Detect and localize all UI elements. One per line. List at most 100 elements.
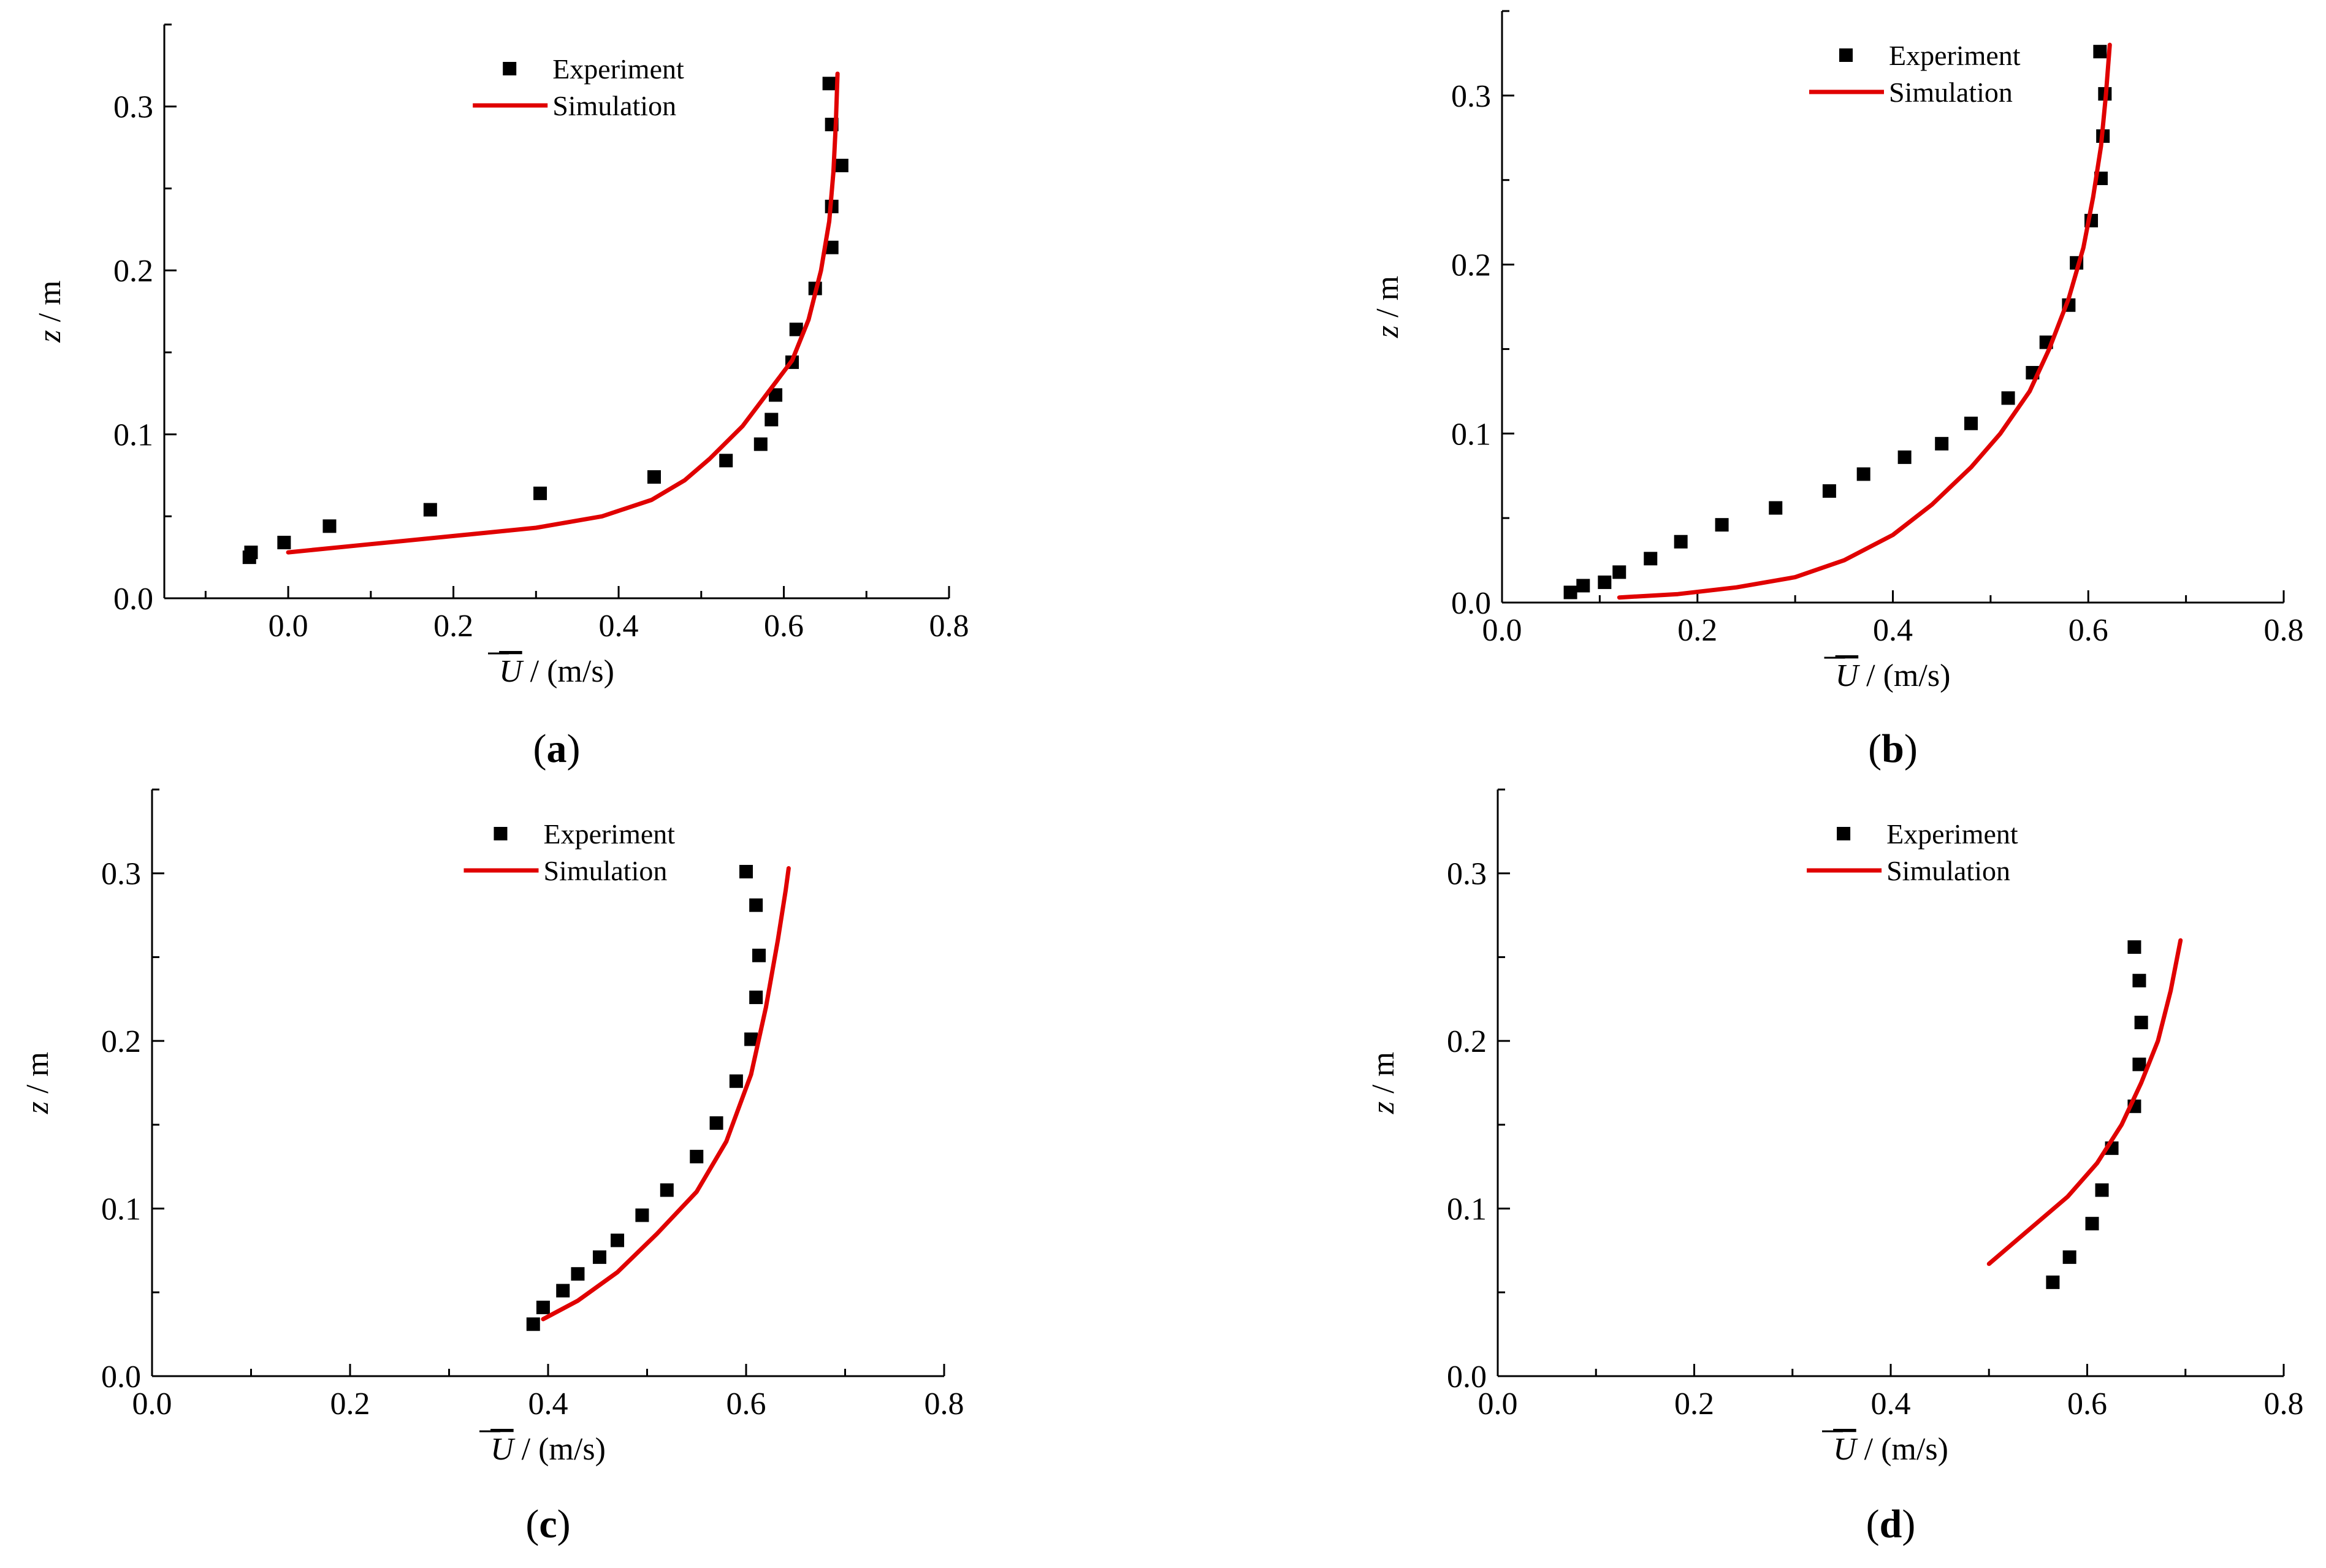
x-axis-variable: U	[499, 654, 524, 689]
experiment-point	[571, 1267, 585, 1281]
experiment-point	[739, 864, 753, 878]
experiment-point	[2001, 391, 2015, 405]
chart-panel-c: 0.0 0.2 0.4 0.6 0.8 0.0 0.1 0.2 0.3 U / (m/s) z / …	[20, 788, 964, 1547]
experiment-point	[752, 948, 766, 962]
y-tick-label: 0.0	[1447, 1360, 1487, 1395]
experiment-point	[2062, 1250, 2076, 1264]
experiment-point	[1612, 565, 1626, 579]
x-axis-variable: U	[490, 1432, 516, 1467]
legend-simulation-label: Simulation	[1886, 855, 2010, 886]
x-tick-label: 0.8	[929, 609, 969, 644]
experiment-point	[2095, 1183, 2109, 1197]
panel-letter: d	[1880, 1502, 1902, 1547]
y-tick-label: 0.3	[1451, 79, 1491, 114]
experiment-point	[1576, 579, 1590, 593]
x-tick-label: 0.0	[1482, 613, 1522, 648]
x-axis-unit: / (m/s)	[1856, 1432, 1948, 1467]
panel-label: (c)	[525, 1502, 570, 1547]
y-tick-label: 0.2	[1451, 248, 1491, 283]
x-axis-title: U / (m/s)	[499, 654, 614, 689]
experiment-point	[1715, 518, 1729, 532]
experiment-point	[647, 470, 661, 484]
experiment-point	[822, 77, 836, 91]
panel-letter: c	[539, 1502, 557, 1547]
panel-letter: b	[1882, 726, 1904, 771]
legend-experiment-label: Experiment	[552, 53, 684, 85]
legend: Experiment Simulation	[463, 818, 675, 886]
experiment-point	[1822, 484, 1836, 498]
experiment-point	[526, 1317, 540, 1331]
experiment-point	[719, 454, 733, 468]
x-tick-label: 0.0	[1478, 1387, 1518, 1421]
experiment-point	[765, 413, 779, 427]
experiment-point	[635, 1208, 649, 1222]
experiment-point	[660, 1183, 674, 1197]
simulation-line	[1617, 42, 2112, 600]
y-tick-label: 0.3	[113, 90, 153, 125]
y-tick-label: 0.1	[1451, 417, 1491, 452]
x-tick-label: 0.2	[1674, 1387, 1714, 1421]
experiment-point	[2046, 1275, 2060, 1289]
y-axis-title: z / m	[32, 280, 67, 343]
experiment-point	[1674, 535, 1688, 549]
experiment-point	[2132, 1057, 2146, 1071]
x-tick-label: 0.4	[1871, 1387, 1911, 1421]
experiment-point	[1856, 467, 1870, 481]
x-tick-label: 0.8	[2264, 613, 2304, 648]
chart-panel-a: 0.0 0.2 0.4 0.6 0.8 0.0 0.1 0.2 0.3 U / (m/s) z / …	[32, 23, 969, 771]
x-tick-label: 0.6	[764, 609, 804, 644]
y-axis-variable: z	[1370, 325, 1405, 338]
y-tick-label: 0.0	[113, 582, 153, 617]
panel-label: (d)	[1866, 1502, 1916, 1547]
x-tick-label: 0.0	[132, 1387, 172, 1421]
experiment-point	[244, 546, 258, 560]
x-axis-unit: / (m/s)	[522, 654, 614, 689]
experiment-point	[1897, 450, 1912, 464]
x-tick-label: 0.0	[269, 609, 308, 644]
legend-simulation-label: Simulation	[1889, 77, 2013, 108]
experiment-point	[1935, 436, 1949, 451]
chart-panel-d: 0.0 0.2 0.4 0.6 0.8 0.0 0.1 0.2 0.3 U / (m/s) z / …	[1366, 788, 2304, 1547]
x-tick-label: 0.2	[1677, 613, 1717, 648]
x-axis-title: U / (m/s)	[490, 1432, 606, 1467]
x-tick-label: 0.6	[2069, 613, 2108, 648]
experiment-point	[423, 503, 437, 517]
experiment-point	[709, 1116, 723, 1130]
x-axis-variable: U	[1836, 658, 1861, 693]
experiment-point	[1964, 416, 1978, 430]
y-axis-unit: / m	[32, 280, 67, 330]
x-tick-label: 0.6	[726, 1387, 766, 1421]
legend-experiment-marker	[1839, 48, 1853, 62]
experiment-point	[2093, 45, 2107, 59]
experiment-point	[769, 388, 783, 402]
x-tick-label: 0.4	[599, 609, 639, 644]
experiment-point	[789, 322, 803, 337]
experiment-point	[277, 536, 291, 550]
legend-simulation-label: Simulation	[552, 90, 676, 121]
y-axis-variable: z	[20, 1102, 55, 1114]
panel-label: (a)	[533, 726, 581, 771]
y-tick-label: 0.1	[113, 418, 153, 453]
experiment-point	[533, 486, 547, 500]
y-tick-label: 0.1	[101, 1192, 141, 1227]
x-axis-title: U / (m/s)	[1836, 658, 1951, 693]
experiment-point	[2134, 1016, 2148, 1030]
legend: Experiment Simulation	[1809, 40, 2021, 108]
simulation-line	[541, 866, 791, 1322]
y-axis-unit: / m	[20, 1052, 55, 1102]
experiment-point	[749, 898, 763, 912]
y-tick-label: 0.0	[101, 1360, 141, 1395]
experiment-point	[753, 437, 768, 451]
x-tick-label: 0.4	[528, 1387, 568, 1421]
x-axis-unit: / (m/s)	[1858, 658, 1950, 693]
experiment-point	[1644, 552, 1658, 566]
y-tick-label: 0.0	[1451, 586, 1491, 621]
experiment-point	[556, 1284, 570, 1298]
y-axis-unit: / m	[1366, 1052, 1401, 1102]
experiment-point	[536, 1300, 550, 1314]
panel-label: (b)	[1868, 726, 1918, 771]
x-tick-label: 0.6	[2067, 1387, 2107, 1421]
y-tick-label: 0.3	[1447, 857, 1487, 892]
x-tick-label: 0.2	[433, 609, 473, 644]
y-tick-label: 0.1	[1447, 1192, 1487, 1227]
